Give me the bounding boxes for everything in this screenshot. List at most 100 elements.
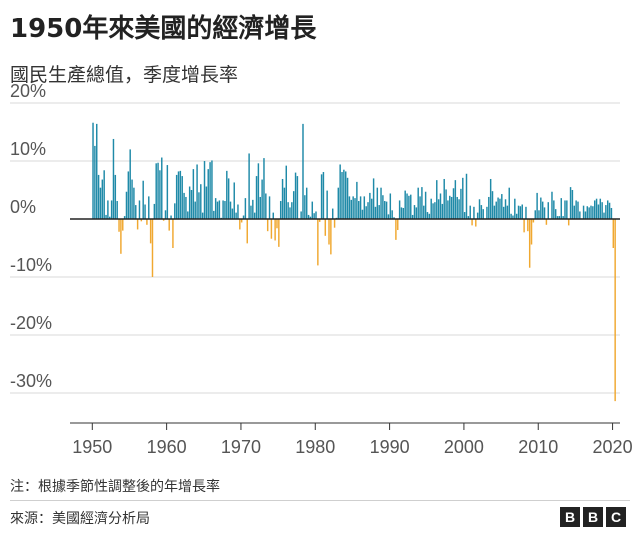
positive-growth-bar xyxy=(261,179,263,219)
positive-growth-bar xyxy=(213,210,215,219)
positive-growth-bar xyxy=(436,180,438,219)
positive-growth-bar xyxy=(313,213,315,219)
positive-growth-bar xyxy=(569,187,572,219)
y-tick-label: -10% xyxy=(10,255,52,275)
negative-growth-bar xyxy=(530,219,533,245)
positive-growth-bar xyxy=(450,196,453,219)
negative-growth-bar xyxy=(395,219,397,240)
positive-growth-bar xyxy=(564,200,566,219)
positive-growth-bar xyxy=(560,198,562,219)
positive-growth-bar xyxy=(385,201,388,219)
bbc-logo-letter: C xyxy=(606,507,626,527)
positive-growth-bar xyxy=(231,208,234,219)
negative-growth-bar xyxy=(239,219,241,230)
positive-growth-bar xyxy=(346,177,349,219)
positive-growth-bar xyxy=(142,180,144,219)
x-tick-label: 2010 xyxy=(518,437,558,457)
positive-growth-bar xyxy=(456,196,458,219)
positive-growth-bar xyxy=(562,216,564,219)
positive-growth-bar xyxy=(434,202,436,219)
bbc-logo: B B C xyxy=(560,507,626,527)
positive-growth-bar xyxy=(579,211,581,219)
positive-growth-bar xyxy=(161,157,163,219)
positive-growth-bar xyxy=(573,205,576,219)
x-tick-label: 1980 xyxy=(295,437,335,457)
positive-growth-bar xyxy=(410,194,412,219)
negative-growth-bar xyxy=(527,219,529,232)
positive-growth-bar xyxy=(495,201,497,219)
positive-growth-bar xyxy=(207,169,209,219)
negative-growth-bar xyxy=(614,219,616,402)
positive-growth-bar xyxy=(534,210,536,219)
positive-growth-bar xyxy=(424,191,427,219)
negative-growth-bar xyxy=(330,219,332,255)
positive-growth-bar xyxy=(315,211,317,219)
positive-growth-bar xyxy=(411,214,414,219)
positive-growth-bar xyxy=(488,196,490,219)
positive-growth-bar xyxy=(224,201,226,219)
negative-growth-bar xyxy=(545,219,548,225)
negative-growth-bar xyxy=(240,219,243,223)
positive-growth-bar xyxy=(419,196,421,219)
positive-growth-bar xyxy=(566,200,568,219)
positive-growth-bar xyxy=(584,211,587,219)
positive-growth-bar xyxy=(291,202,293,219)
positive-growth-bar xyxy=(300,211,302,219)
positive-growth-bar xyxy=(480,205,483,219)
positive-growth-bar xyxy=(387,214,390,219)
negative-growth-bar xyxy=(276,219,278,229)
positive-growth-bar xyxy=(426,212,429,219)
positive-growth-bar xyxy=(499,198,501,219)
positive-growth-bar xyxy=(105,214,107,219)
positive-growth-bar xyxy=(378,205,380,219)
positive-growth-bar xyxy=(250,205,252,219)
positive-growth-bar xyxy=(502,206,505,219)
positive-growth-bar xyxy=(304,195,306,219)
positive-growth-bar xyxy=(517,205,520,219)
positive-growth-bar xyxy=(125,191,128,219)
positive-growth-bar xyxy=(226,170,228,219)
positive-growth-bar xyxy=(198,192,200,219)
negative-growth-bar xyxy=(270,219,273,239)
positive-growth-bar xyxy=(148,196,150,219)
positive-growth-bar xyxy=(501,194,503,219)
positive-growth-bar xyxy=(257,163,260,219)
positive-growth-bar xyxy=(593,200,596,219)
positive-growth-bar xyxy=(99,187,102,219)
positive-growth-bar xyxy=(371,198,373,219)
positive-growth-bar xyxy=(417,187,419,219)
positive-growth-bar xyxy=(138,200,141,219)
x-tick-label: 2020 xyxy=(593,437,633,457)
positive-growth-bar xyxy=(326,190,328,219)
positive-growth-bar xyxy=(135,205,137,219)
positive-growth-bar xyxy=(358,201,360,219)
negative-growth-bar xyxy=(274,219,276,241)
negative-growth-bar xyxy=(475,219,477,227)
negative-growth-bar xyxy=(146,219,148,225)
positive-growth-bar xyxy=(380,187,382,219)
positive-growth-bar xyxy=(123,216,126,219)
positive-growth-bar xyxy=(252,199,254,219)
positive-growth-bar xyxy=(601,202,603,219)
positive-growth-bar xyxy=(181,176,183,219)
y-tick-label: 20% xyxy=(10,81,46,101)
positive-growth-bar xyxy=(605,205,607,219)
negative-growth-bar xyxy=(532,219,535,223)
positive-growth-bar xyxy=(356,181,358,219)
positive-growth-bar xyxy=(133,187,135,219)
positive-growth-bar xyxy=(467,216,470,219)
positive-growth-bar xyxy=(283,187,286,219)
negative-growth-bar xyxy=(397,219,399,231)
positive-growth-bar xyxy=(350,199,353,219)
positive-growth-bar xyxy=(159,170,161,219)
positive-growth-bar xyxy=(116,201,118,219)
positive-growth-bar xyxy=(508,187,510,219)
negative-growth-bar xyxy=(612,219,615,248)
positive-growth-bar xyxy=(107,200,109,219)
positive-growth-bar xyxy=(554,209,557,219)
positive-growth-bar xyxy=(194,201,196,219)
positive-growth-bar xyxy=(430,198,432,219)
positive-growth-bar xyxy=(272,212,274,219)
positive-growth-bar xyxy=(452,188,455,219)
positive-growth-bar xyxy=(413,205,416,219)
